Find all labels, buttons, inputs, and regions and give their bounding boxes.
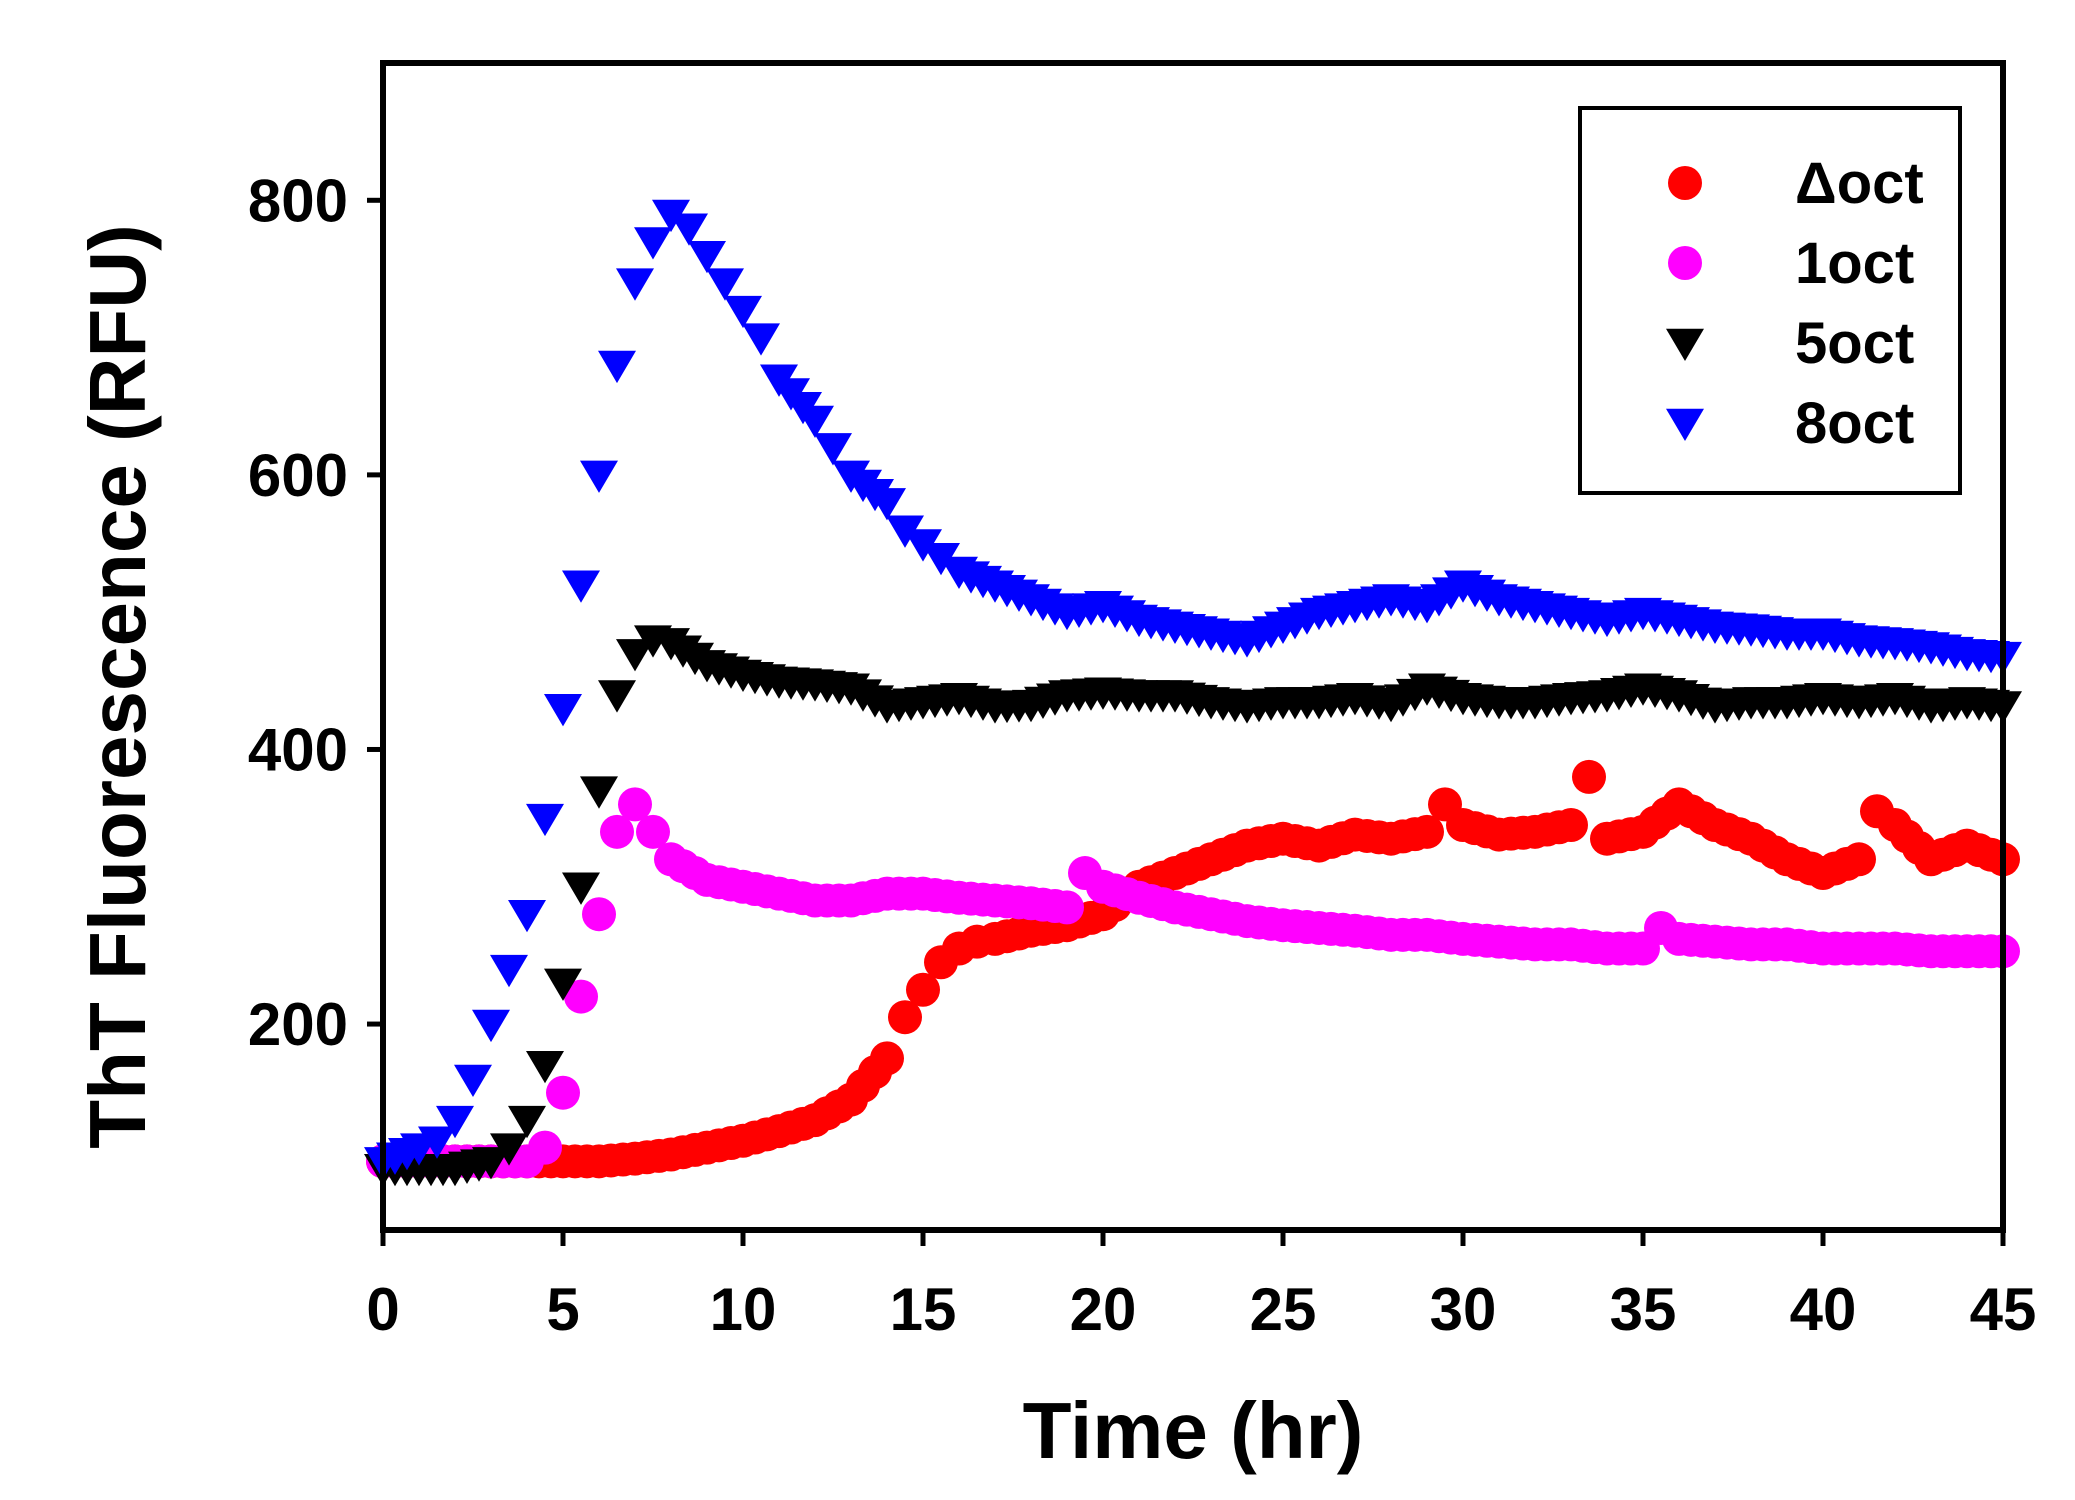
data-point — [1842, 842, 1876, 877]
data-point — [472, 1147, 510, 1180]
data-point — [904, 529, 942, 562]
data-point — [868, 488, 906, 521]
data-point — [454, 1064, 492, 1098]
data-point — [886, 515, 924, 548]
data-point — [598, 350, 636, 384]
x-tick-label: 45 — [1970, 1276, 2037, 1343]
data-point — [724, 295, 762, 329]
data-point — [796, 405, 834, 439]
x-tick-label: 30 — [1430, 1276, 1497, 1343]
legend-label: 1oct — [1795, 231, 1914, 296]
data-point — [580, 776, 618, 809]
data-point — [580, 460, 618, 493]
data-point — [618, 787, 652, 822]
data-point — [688, 240, 726, 274]
series-4-points — [364, 199, 2022, 1180]
legend-marker — [1668, 246, 1702, 280]
series-3-points — [364, 625, 2022, 1187]
data-point — [922, 543, 960, 576]
data-point — [528, 1130, 562, 1165]
data-point — [706, 268, 744, 301]
y-tick-label: 200 — [248, 991, 348, 1058]
data-point — [636, 814, 670, 849]
plot-area-frame — [380, 60, 2006, 1233]
y-tick-label: 400 — [248, 716, 348, 783]
data-point — [562, 872, 600, 905]
legend-marker — [1666, 328, 1704, 362]
x-tick-label: 35 — [1610, 1276, 1677, 1343]
y-tick-label: 800 — [248, 167, 348, 234]
x-tick-label: 20 — [1070, 1276, 1137, 1343]
data-point — [888, 1000, 922, 1035]
legend-label: 8oct — [1795, 391, 1914, 456]
data-point — [564, 979, 598, 1014]
x-axis-label: Time (hr) — [1023, 1386, 1364, 1475]
data-point — [546, 1075, 580, 1110]
x-tick-label: 15 — [890, 1276, 957, 1343]
data-point — [742, 323, 780, 356]
data-point — [600, 814, 634, 849]
legend-label: 5oct — [1795, 311, 1914, 376]
data-point — [544, 968, 582, 1001]
data-point — [870, 1041, 904, 1076]
data-point — [652, 199, 690, 233]
data-marks — [364, 199, 2022, 1187]
data-point — [906, 972, 940, 1007]
legend: Δoct 1oct 5oct 8oct — [1578, 106, 1962, 495]
data-point — [814, 433, 852, 466]
data-point — [472, 1009, 510, 1043]
data-point — [1572, 759, 1606, 794]
data-point — [634, 227, 672, 260]
legend-marker — [1666, 408, 1704, 442]
x-tick-label: 10 — [710, 1276, 777, 1343]
data-point — [1410, 814, 1444, 849]
x-axis: 0 5 10 15 20 25 30 35 40 45 — [366, 1230, 2036, 1343]
y-axis-label: ThT Fluorescence (RFU) — [73, 224, 162, 1149]
data-point — [670, 213, 708, 246]
data-point — [436, 1105, 474, 1139]
y-tick-label: 600 — [248, 442, 348, 509]
data-point — [598, 680, 636, 713]
data-point — [526, 803, 564, 837]
data-point — [582, 897, 616, 932]
x-tick-label: 5 — [546, 1276, 579, 1343]
data-point — [418, 1126, 456, 1159]
legend-marker — [1668, 166, 1702, 200]
x-tick-label: 25 — [1250, 1276, 1317, 1343]
legend-box — [1578, 106, 1962, 495]
data-point — [1050, 890, 1084, 925]
data-point — [490, 1133, 528, 1166]
data-point — [508, 899, 546, 933]
legend-label: Δoct — [1795, 151, 1924, 216]
data-point — [1554, 807, 1588, 842]
data-point — [508, 1105, 546, 1139]
x-tick-label: 40 — [1790, 1276, 1857, 1343]
data-point — [616, 639, 654, 672]
data-point — [526, 1050, 564, 1084]
x-tick-label: 0 — [366, 1276, 399, 1343]
data-point — [562, 570, 600, 603]
data-point — [616, 268, 654, 301]
data-point — [544, 694, 582, 727]
y-axis: 200 400 600 800 — [248, 167, 383, 1058]
data-point — [490, 954, 528, 988]
